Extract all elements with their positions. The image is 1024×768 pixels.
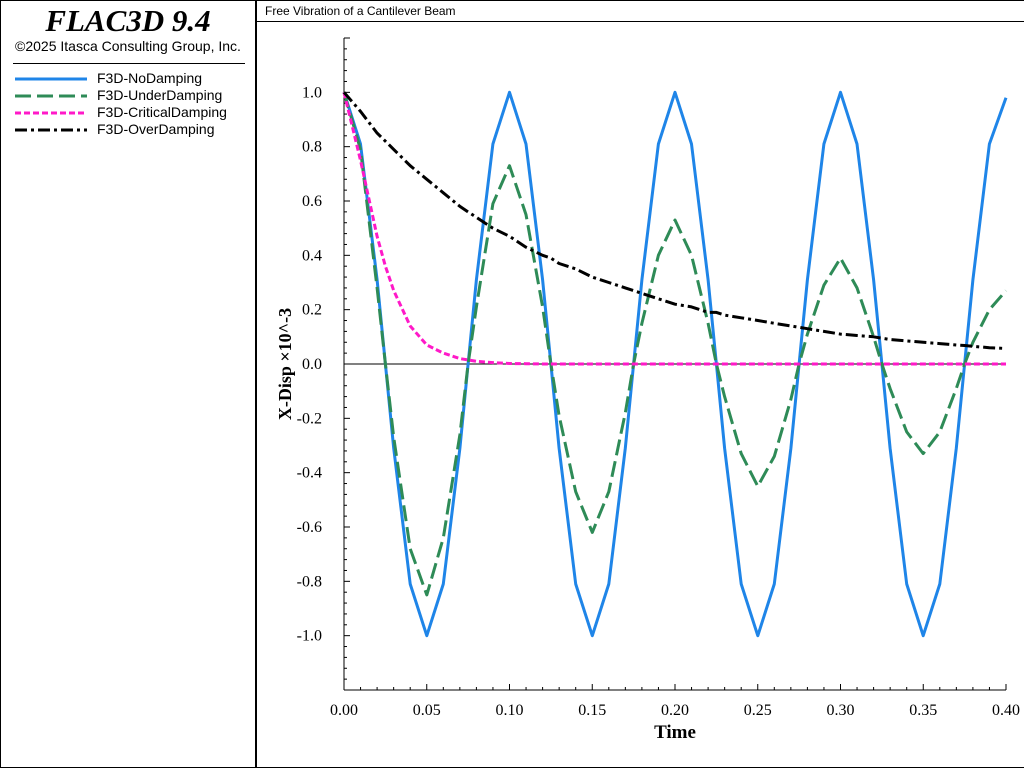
x-tick-label: 0.00 <box>330 702 358 719</box>
x-tick-label: 0.20 <box>661 702 689 719</box>
y-tick-label: -0.8 <box>297 573 322 590</box>
x-tick-label: 0.40 <box>992 702 1020 719</box>
y-tick-label: 0.2 <box>302 302 322 319</box>
legend-item-nodamping: F3D-NoDamping <box>13 70 253 87</box>
legend-item-overdamping: F3D-OverDamping <box>13 121 253 138</box>
app-title: FLAC3D 9.4 <box>45 3 211 38</box>
legend-swatch-nodamping <box>15 77 87 81</box>
x-tick-label: 0.10 <box>496 702 524 719</box>
legend-swatch-criticaldamping <box>15 111 87 115</box>
legend-separator <box>13 63 245 64</box>
chart-panel: Free Vibration of a Cantilever Beam 1.0 0… <box>256 0 1024 768</box>
y-tick-label: -1.0 <box>297 628 322 645</box>
series-line-f3d-criticaldamping <box>342 91 1006 366</box>
y-tick-label: 0.0 <box>302 356 322 373</box>
series-line-f3d-nodamping <box>342 90 1008 638</box>
x-tick-label: 0.05 <box>413 702 441 719</box>
legend-panel: FLAC3D 9.4 ©2025 Itasca Consulting Group… <box>0 0 256 768</box>
series-line-f3d-overdamping <box>342 91 1007 350</box>
legend-label-criticaldamping: F3D-CriticalDamping <box>97 104 227 120</box>
y-tick-label: -0.2 <box>297 410 322 427</box>
legend-label-overdamping: F3D-OverDamping <box>97 121 215 137</box>
x-tick-label: 0.35 <box>909 702 937 719</box>
y-tick-label: 0.4 <box>302 247 322 264</box>
chart-title: Free Vibration of a Cantilever Beam <box>265 4 456 18</box>
y-tick-label: 1.0 <box>302 84 322 101</box>
x-axis-label: Time <box>654 722 696 743</box>
legend-label-underdamping: F3D-UnderDamping <box>97 87 223 103</box>
copyright-text: ©2025 Itasca Consulting Group, Inc. <box>15 38 241 54</box>
y-tick-label: -0.4 <box>297 465 322 482</box>
y-axis-label: X-Disp ×10^-3 <box>275 308 295 420</box>
legend-item-criticaldamping: F3D-CriticalDamping <box>13 104 253 121</box>
legend-swatch-overdamping <box>15 128 87 132</box>
x-tick-label: 0.15 <box>578 702 606 719</box>
series-line-f3d-underdamping <box>342 91 1008 597</box>
x-tick-label: 0.30 <box>827 702 855 719</box>
x-tick-label: 0.25 <box>744 702 772 719</box>
legend-swatch-underdamping <box>15 94 87 98</box>
plot-area: 1.0 0.8 0.6 0.4 0.2 0.0 -0.2 -0.4 -0.6 -0.8 -1.0 0.… <box>275 37 1020 743</box>
y-tick-label: 0.8 <box>302 139 322 156</box>
title-divider <box>257 21 1024 22</box>
legend-item-underdamping: F3D-UnderDamping <box>13 87 253 104</box>
y-tick-label: -0.6 <box>297 519 322 536</box>
legend-label-nodamping: F3D-NoDamping <box>97 70 203 86</box>
y-tick-label: 0.6 <box>302 193 322 210</box>
